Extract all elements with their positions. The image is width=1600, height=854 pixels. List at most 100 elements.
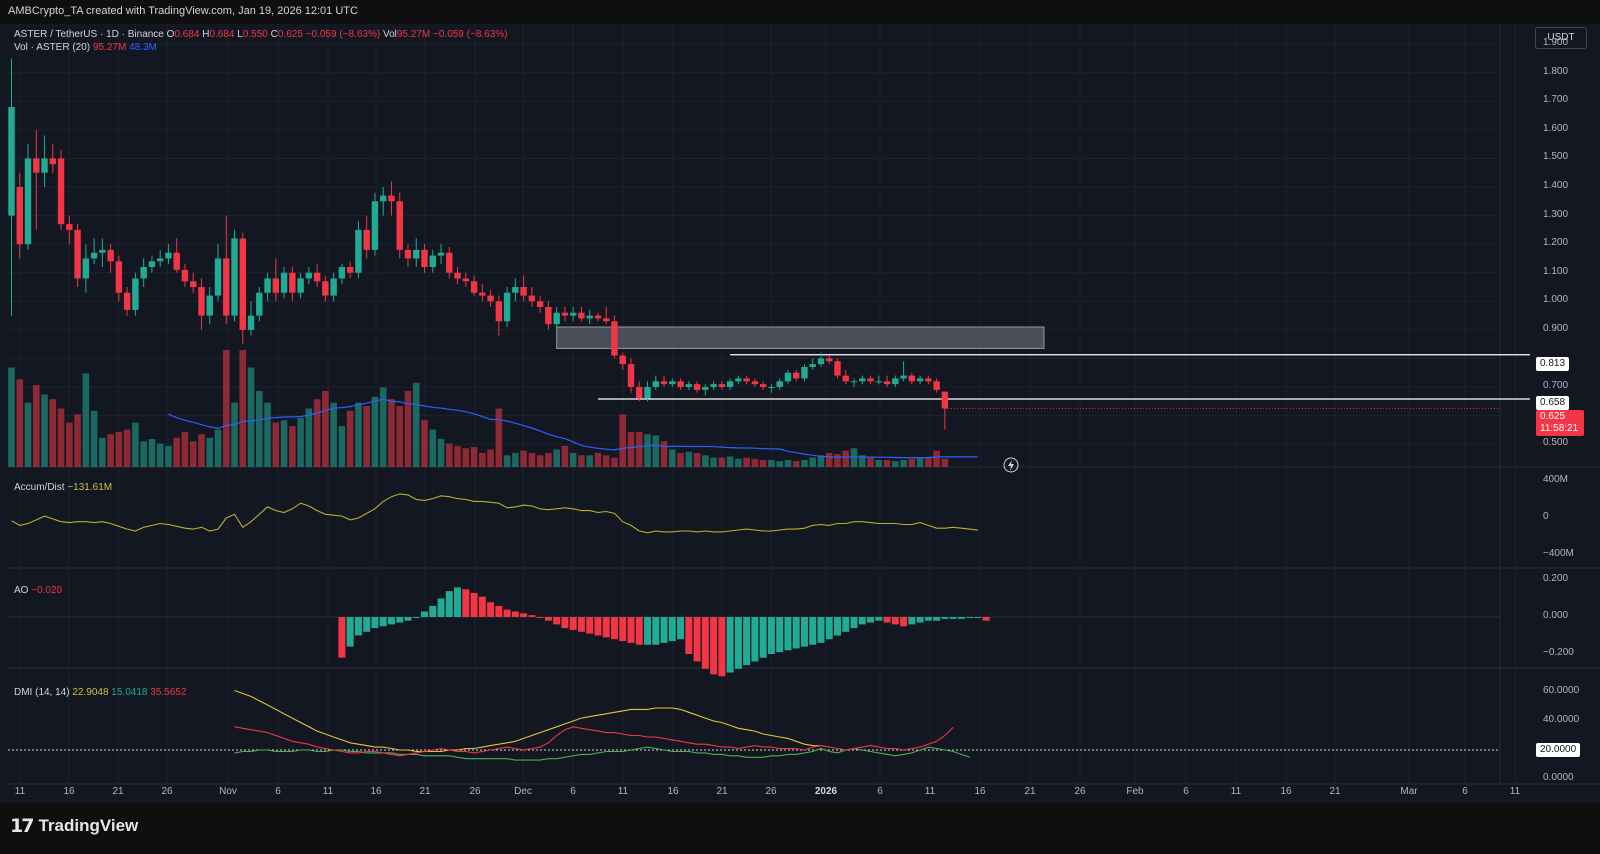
candle-body — [479, 292, 486, 296]
level-high-tag: 0.813 — [1536, 357, 1570, 371]
volume-bar — [883, 459, 891, 467]
price-axis-tick: 1.900 — [1543, 37, 1569, 49]
candle-body — [718, 384, 726, 388]
candle-body — [933, 381, 940, 390]
ao-bar — [421, 611, 428, 617]
volume-bar — [49, 399, 57, 467]
volume-bar — [900, 459, 907, 467]
dmi-axis-tick: 0.0000 — [1543, 772, 1574, 783]
chart-canvas[interactable] — [0, 24, 1600, 804]
ao-bar — [544, 617, 552, 621]
candle-body — [297, 278, 304, 293]
candle-body — [256, 292, 263, 316]
ao-bar — [619, 617, 627, 642]
symbol-legend: ASTER / TetherUS · 1D · Binance O0.684 H… — [14, 29, 508, 40]
currency-button[interactable]: USDT — [1535, 27, 1587, 49]
candle-body — [156, 258, 164, 262]
volume-bar — [850, 448, 858, 467]
volume-bar — [66, 422, 73, 467]
ohlc-value: 0.684 — [209, 29, 235, 40]
ao-bar — [577, 617, 585, 632]
candle-body — [289, 272, 296, 293]
ad-axis-tick: 0 — [1543, 511, 1549, 522]
volume-bar — [611, 457, 618, 467]
time-axis-tick: Feb — [1126, 786, 1144, 797]
ao-bar — [536, 617, 544, 618]
candle-body — [380, 195, 387, 202]
candle-body — [603, 318, 610, 322]
volume-bar — [512, 452, 519, 467]
candle-body — [41, 158, 48, 173]
candle-body — [421, 249, 428, 268]
candle-body — [148, 261, 156, 268]
volume-bar — [660, 441, 668, 467]
volume-bar — [933, 450, 940, 467]
time-axis-tick: 11 — [14, 786, 26, 797]
candle-body — [363, 229, 370, 250]
ao-bar — [511, 611, 519, 617]
candle-body — [503, 292, 511, 322]
volume-bar — [222, 350, 230, 467]
ao-bar — [701, 617, 709, 669]
volume-bar — [41, 394, 48, 467]
volume-bar — [693, 452, 701, 467]
ao-bar — [751, 617, 759, 662]
ao-axis-tick: 0.200 — [1543, 573, 1569, 584]
candle-body — [768, 387, 775, 389]
volume-bar — [834, 454, 841, 467]
volume-bar — [82, 373, 90, 467]
volume-bar — [322, 390, 329, 467]
time-axis-tick: 11 — [617, 786, 629, 797]
candle-body — [239, 238, 246, 330]
candle-body — [850, 381, 858, 383]
candle-body — [925, 378, 932, 382]
candle-body — [173, 252, 180, 270]
candle-body — [842, 375, 849, 382]
time-axis-tick: 21 — [1024, 786, 1036, 797]
dmi-label: DMI (14, 14) — [14, 687, 70, 698]
volume-bar — [90, 410, 98, 467]
candle-body — [74, 229, 81, 279]
volume-bar — [916, 457, 924, 467]
time-axis-tick: Dec — [514, 786, 532, 797]
candle-body — [272, 278, 280, 293]
candle-body — [735, 378, 742, 382]
ao-bar — [371, 617, 379, 629]
candle-body — [536, 301, 544, 308]
ao-bar — [635, 617, 643, 645]
tradingview-logo[interactable]: 17 TradingView — [10, 815, 138, 837]
candle-body — [16, 187, 23, 245]
level-low-tag: 0.658 — [1536, 396, 1570, 410]
candle-body — [437, 252, 445, 256]
ao-bar — [445, 591, 453, 617]
ao-bar — [437, 598, 445, 617]
volume-bar — [429, 429, 437, 467]
ao-bar — [767, 617, 775, 654]
volume-bar — [313, 399, 321, 467]
volume-bar — [363, 406, 370, 467]
ao-bar — [776, 617, 784, 653]
candle-body — [710, 384, 717, 388]
volume-bar — [264, 402, 271, 467]
volume-bar — [743, 457, 750, 467]
price-axis-tick: 0.900 — [1543, 322, 1569, 334]
volume-bar — [825, 452, 833, 467]
volume-bar — [702, 455, 709, 467]
volume-bar — [801, 459, 808, 467]
time-axis-tick: 6 — [1183, 786, 1189, 797]
candle-body — [809, 364, 816, 368]
candle-body — [330, 278, 337, 296]
brand-text: TradingView — [38, 816, 139, 835]
ao-bar — [974, 617, 982, 618]
ao-bar — [718, 617, 726, 677]
ao-bar — [520, 613, 528, 617]
credit-text: AMBCrypto_TA created with TradingView.co… — [8, 5, 358, 17]
volume-legend: Vol · ASTER (20) 95.27M 48.3M — [14, 42, 157, 53]
candle-body — [677, 381, 684, 388]
volume-bar — [726, 456, 734, 467]
volume-bar — [503, 455, 511, 467]
volume-bar — [941, 458, 949, 467]
candle-body — [247, 315, 255, 330]
price-axis-tick: 1.700 — [1543, 94, 1569, 106]
volume-bar — [156, 443, 164, 467]
